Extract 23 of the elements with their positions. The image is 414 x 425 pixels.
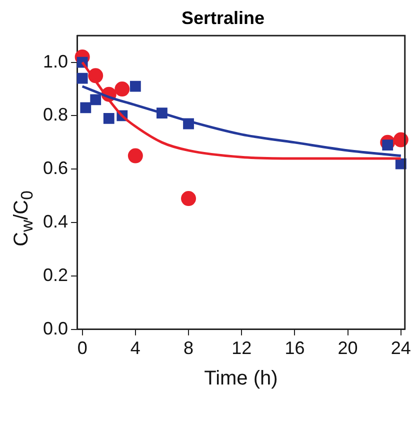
- x-tick-label: 20: [338, 338, 358, 358]
- y-tick-label: 0.6: [42, 158, 68, 178]
- x-tick-label: 0: [77, 338, 88, 358]
- point: [181, 191, 196, 206]
- x-tick-label: 16: [284, 338, 305, 358]
- point: [90, 94, 102, 106]
- point: [76, 72, 88, 84]
- y-tick-label: 1.0: [42, 51, 68, 72]
- x-tick-label: 4: [130, 338, 140, 358]
- x-tick-label: 12: [232, 338, 252, 358]
- y-tick-label: 0.0: [42, 318, 68, 338]
- point: [128, 148, 143, 164]
- chart-title: Sertraline: [181, 8, 265, 28]
- point: [130, 80, 141, 92]
- x-tick-label: 24: [390, 338, 411, 358]
- y-tick-label: 0.8: [42, 104, 68, 125]
- point: [114, 82, 130, 97]
- point: [103, 112, 114, 124]
- y-tick-label: 0.2: [42, 264, 68, 285]
- point: [80, 102, 92, 114]
- x-axis-title: Time (h): [204, 368, 278, 390]
- x-tick-label: 8: [184, 338, 194, 358]
- y-tick-label: 0.4: [42, 212, 68, 232]
